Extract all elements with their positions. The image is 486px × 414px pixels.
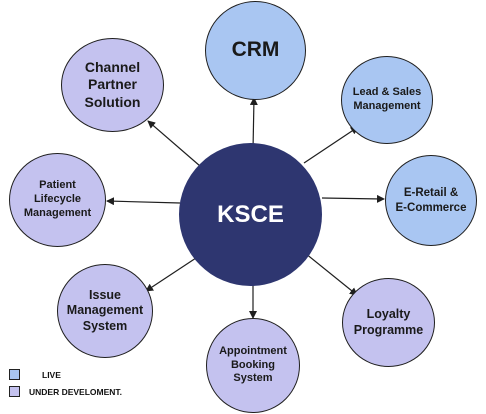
legend-live: LIVE [9,369,61,380]
arrow-to-issue [145,257,197,292]
node-crm: CRM [205,1,306,100]
node-lead-sales-label: Lead & Sales Management [352,86,422,112]
node-appointment-label: Appointment Booking System [219,344,287,385]
node-loyalty-label: Loyalty Programme [353,306,424,337]
node-channel: Channel Partner Solution [61,38,164,132]
node-channel-label: Channel Partner Solution [84,58,141,110]
arrow-to-lead-sales [303,126,359,164]
legend-dev-label: UNDER DEVELOMENT. [29,386,123,397]
arrow-to-channel [147,120,201,167]
node-issue: Issue Management System [57,264,153,358]
node-eretail-label: E-Retail & E-Commerce [395,187,467,214]
node-eretail: E-Retail & E-Commerce [385,155,477,246]
node-loyalty: Loyalty Programme [342,278,435,367]
hub-ksce: KSCE [179,143,322,286]
node-patient: Patient Lifecycle Management [9,153,106,247]
node-patient-label: Patient Lifecycle Management [23,179,92,219]
node-appointment: Appointment Booking System [206,318,300,413]
legend-dev: UNDER DEVELOMENT. [9,386,122,397]
legend-live-swatch [9,369,20,380]
arrow-to-eretail [321,194,385,203]
arrow-to-loyalty [299,248,358,296]
node-issue-label: Issue Management System [66,287,144,333]
arrow-to-crm [249,97,258,151]
hub-label: KSCE [217,200,284,228]
node-lead-sales: Lead & Sales Management [341,56,433,144]
legend-live-label: LIVE [42,369,61,380]
node-crm-label: CRM [231,38,280,62]
legend-dev-swatch [9,386,20,397]
arrow-to-patient [106,197,181,206]
